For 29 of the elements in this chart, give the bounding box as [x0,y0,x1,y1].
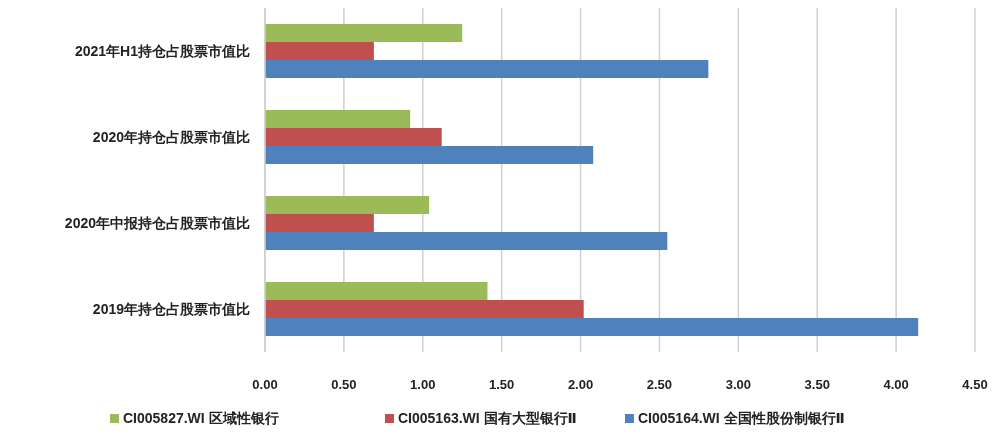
y-tick-label: 2019年持仓占股票市值比 [92,301,250,317]
bar [265,42,374,60]
x-tick-label: 1.00 [410,377,436,392]
bar [265,110,411,128]
bar [265,318,919,336]
bar [265,214,374,232]
x-tick-label: 3.50 [804,377,830,392]
legend-label: CI005164.WI 全国性股份制银行Ⅱ [638,410,845,426]
bar [265,196,430,214]
bar [265,24,463,42]
y-tick-label: 2020年持仓占股票市值比 [92,129,250,145]
x-tick-label: 0.50 [331,377,357,392]
bar [265,128,442,146]
y-tick-label: 2021年H1持仓占股票市值比 [74,43,250,59]
bar [265,300,584,318]
x-tick-label: 2.50 [646,377,673,392]
x-tick-label: 3.00 [725,377,751,392]
legend-label: CI005827.WI 区域性银行 [123,410,279,426]
bar [265,282,488,300]
x-tick-label: 4.00 [883,377,909,392]
y-tick-label: 2020年中报持仓占股票市值比 [64,215,250,231]
x-tick-label: 0.00 [252,377,278,392]
bar [265,232,668,250]
bar [265,146,594,164]
legend-label: CI005163.WI 国有大型银行Ⅱ [398,410,577,426]
x-tick-label: 4.50 [962,377,988,392]
bar [265,60,709,78]
x-tick-label: 2.00 [567,377,594,392]
x-tick-label: 1.50 [489,377,515,392]
